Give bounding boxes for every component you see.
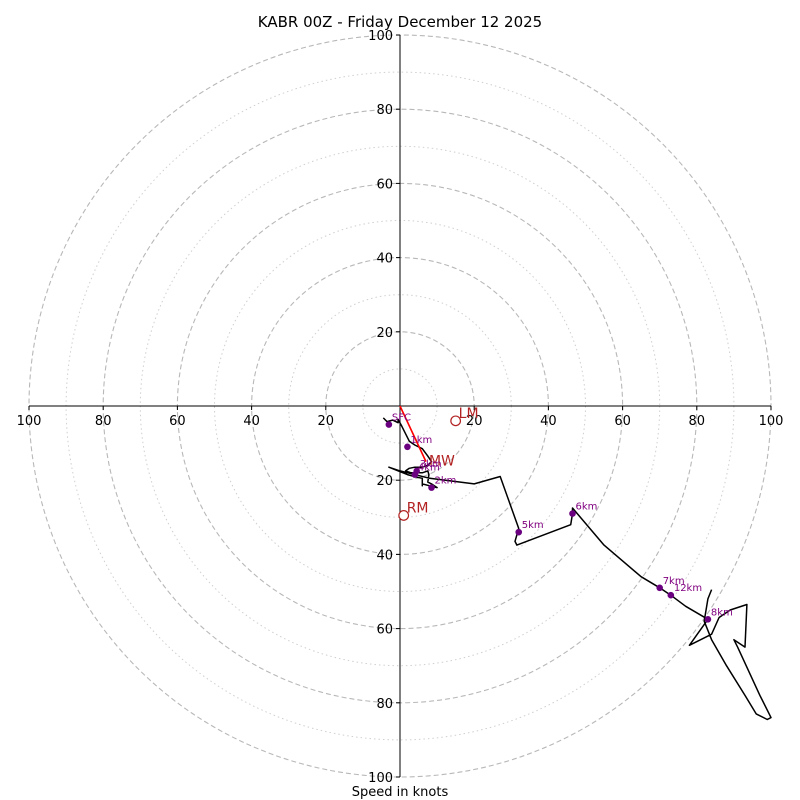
x-tick-label: 60	[614, 414, 631, 429]
height-marker-2km	[428, 484, 435, 491]
x-axis-label: Speed in knots	[352, 785, 449, 800]
x-tick-label: 100	[17, 414, 42, 429]
y-tick-label: 80	[376, 697, 393, 712]
x-tick-label: 20	[466, 414, 483, 429]
height-label-4km: 4km	[418, 463, 440, 474]
height-label-5km: 5km	[522, 520, 544, 531]
y-tick-label: 20	[376, 474, 393, 489]
y-tick-label: 80	[376, 103, 393, 118]
height-marker-5km	[515, 528, 523, 536]
height-label-8km: 8km	[711, 607, 733, 618]
hodograph-line	[382, 417, 772, 721]
storm-motion-marker-RM	[398, 510, 410, 521]
height-marker-7km	[656, 584, 663, 592]
height-marker-SFC	[385, 421, 393, 428]
y-tick-label: 100	[368, 771, 393, 786]
y-tick-label: 20	[376, 326, 393, 341]
mean-wind-label: MW	[429, 454, 455, 470]
x-tick-label: 80	[689, 414, 706, 429]
height-marker-1km	[404, 443, 411, 451]
y-tick-label: 40	[376, 548, 393, 563]
hodograph-trace: MW	[382, 405, 772, 721]
height-label-1km: 1km	[410, 435, 432, 446]
y-tick-label: 60	[376, 177, 393, 192]
y-tick-label: 40	[376, 252, 393, 267]
y-tick-label: 60	[376, 623, 393, 638]
height-marker-12km	[667, 591, 675, 599]
height-label-3km: 3km	[420, 459, 442, 470]
storm-motion-label-LM: LM	[459, 406, 479, 422]
height-marker-8km	[704, 616, 712, 623]
x-tick-label: 100	[759, 414, 784, 429]
tick-labels: 100 80 60 40 20 20 40 60 80 100 100 80 60 40 20 20 40 60 8…	[17, 29, 784, 786]
y-tick-label: 100	[368, 29, 393, 44]
storm-motion-label-RM: RM	[407, 500, 429, 516]
x-tick-label: 60	[169, 414, 186, 429]
height-marker-6km	[569, 510, 576, 517]
x-tick-label: 20	[318, 414, 335, 429]
height-label-6km: 6km	[576, 502, 598, 513]
height-label-12km: 12km	[674, 583, 702, 594]
chart-title: KABR 00Z - Friday December 12 2025	[258, 13, 542, 31]
storm-motions: LM RM	[398, 406, 479, 521]
x-tick-label: 40	[540, 414, 557, 429]
x-tick-label: 80	[95, 414, 112, 429]
height-marker-4km	[411, 471, 419, 478]
x-tick-label: 40	[243, 414, 260, 429]
height-label-SFC: SFC	[392, 413, 411, 424]
mean-wind-vector	[399, 405, 427, 462]
storm-motion-marker-LM	[450, 415, 462, 427]
height-label-2km: 2km	[435, 476, 457, 487]
height-label-7km: 7km	[663, 576, 685, 587]
